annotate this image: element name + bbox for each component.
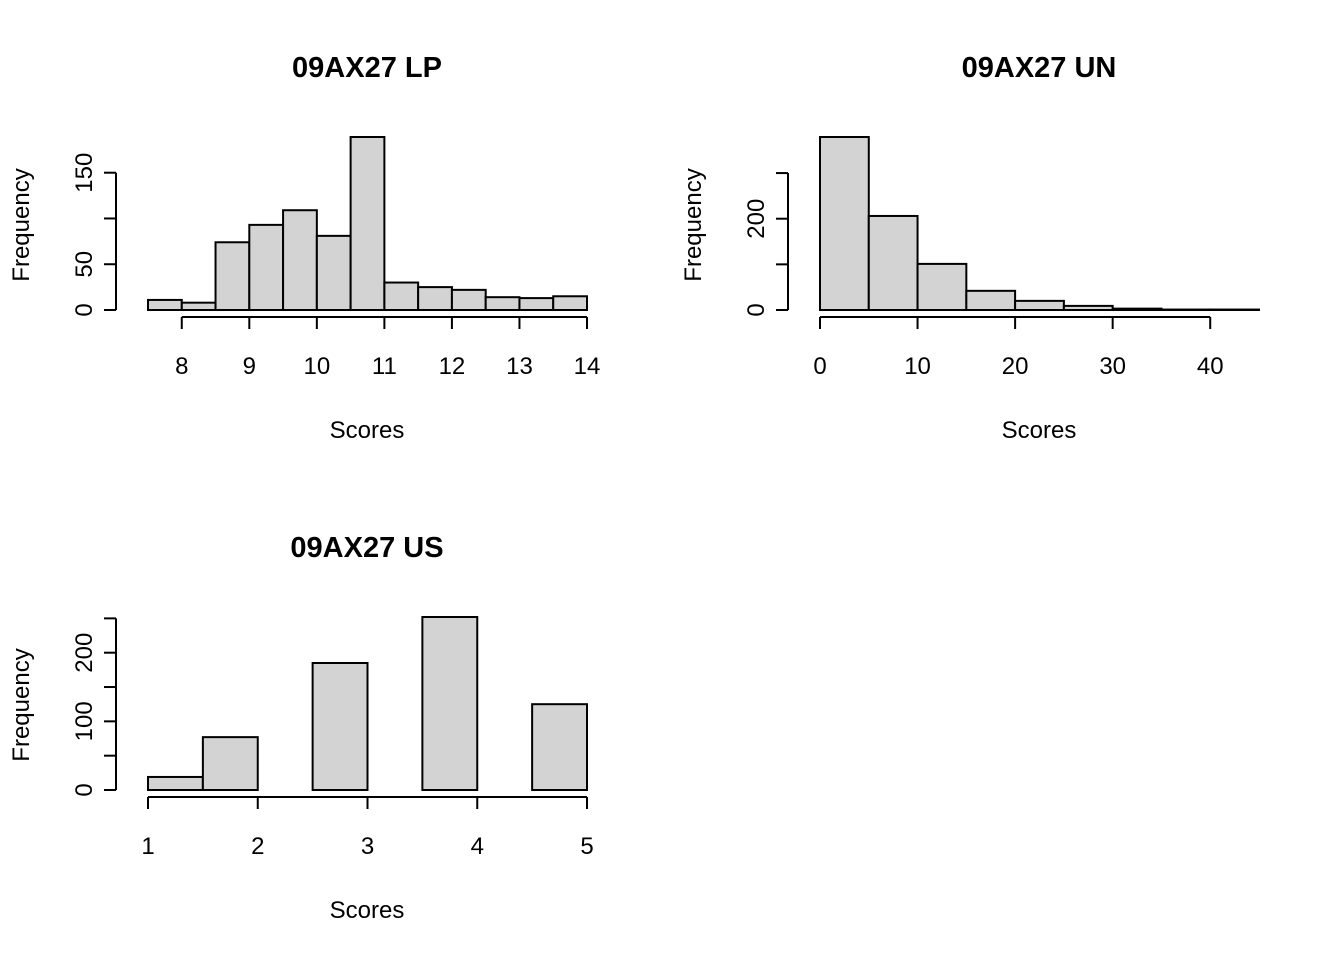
histogram-bar (552, 295, 589, 311)
histogram-bar (417, 286, 453, 311)
histogram-bar (214, 241, 251, 312)
y-axis-label: Frequency (680, 168, 707, 281)
y-axis: 0 50 150 (71, 153, 117, 317)
y-axis-label: Frequency (8, 168, 35, 281)
x-tick-label: 3 (361, 833, 374, 860)
histogram-bar (1111, 307, 1163, 312)
x-axis-label: Scores (1002, 417, 1077, 444)
x-tick-label: 4 (471, 833, 484, 860)
histogram-bar (421, 616, 479, 791)
x-tick-label: 9 (243, 353, 256, 380)
histogram-bar (282, 209, 318, 311)
chart-title: 09AX27 LP (292, 52, 442, 84)
histogram-bar (867, 214, 919, 311)
x-tick-label: 14 (574, 353, 601, 380)
y-axis: 0 100 200 (71, 617, 117, 797)
histogram-bar (147, 775, 204, 792)
histogram-bar (201, 736, 259, 792)
histogram-panel-lp: 09AX27 LP Frequency Scores 8 9 10 11 12 13 14 … (8, 52, 600, 444)
x-tick-label: 1 (141, 833, 154, 860)
chart-title: 09AX27 US (290, 532, 443, 564)
x-axis: 1 2 3 4 5 (141, 796, 594, 860)
x-tick-label: 20 (1002, 353, 1029, 380)
y-tick-label: 200 (743, 199, 770, 239)
histogram-bar (531, 703, 588, 792)
y-tick-label: 50 (71, 251, 98, 278)
x-tick-label: 40 (1197, 353, 1224, 380)
x-tick-label: 2 (251, 833, 264, 860)
y-tick-label: 0 (71, 303, 98, 316)
histogram-bar (311, 661, 369, 791)
histogram-panel-us: 09AX27 US Frequency Scores 1 2 3 4 5 0 100 200 (8, 532, 594, 924)
y-tick-label: 100 (71, 701, 98, 741)
x-tick-label: 30 (1099, 353, 1126, 380)
bars-group (819, 136, 1260, 312)
x-tick-label: 10 (904, 353, 931, 380)
histogram-bar (965, 289, 1017, 311)
histogram-bar (1062, 304, 1114, 311)
x-tick-label: 8 (175, 353, 188, 380)
histogram-bar (383, 281, 420, 311)
histogram-bar (518, 297, 555, 311)
histogram-bar (315, 234, 352, 312)
histogram-panel-un: 09AX27 UN Frequency Scores 0 10 20 30 40 0 20… (680, 52, 1260, 444)
y-axis: 0 200 (743, 172, 789, 317)
histogram-bar (450, 288, 487, 311)
x-tick-label: 12 (439, 353, 466, 380)
bars-group (147, 136, 589, 312)
histogram-bar (484, 296, 521, 311)
x-tick-label: 13 (506, 353, 533, 380)
y-tick-label: 0 (71, 783, 98, 796)
x-tick-label: 0 (813, 353, 826, 380)
histogram-bar (916, 262, 968, 311)
x-axis-label: Scores (330, 897, 405, 924)
histogram-bar (147, 298, 183, 311)
histogram-bar (248, 223, 285, 311)
x-tick-label: 5 (580, 833, 593, 860)
x-tick-label: 10 (303, 353, 330, 380)
y-axis-label: Frequency (8, 648, 35, 761)
x-tick-label: 11 (372, 353, 397, 380)
histogram-bar (819, 136, 870, 311)
chart-title: 09AX27 UN (962, 52, 1117, 84)
histogram-bar (180, 301, 217, 311)
histogram-bar (1014, 299, 1065, 312)
y-tick-label: 200 (71, 633, 98, 673)
x-axis: 8 9 10 11 12 13 14 (175, 316, 601, 380)
y-tick-label: 0 (743, 303, 770, 316)
histogram-bar (349, 136, 386, 311)
x-axis: 0 10 20 30 40 (813, 316, 1224, 380)
y-tick-label: 150 (71, 153, 98, 193)
bars-group (147, 616, 588, 792)
x-axis-label: Scores (330, 417, 405, 444)
